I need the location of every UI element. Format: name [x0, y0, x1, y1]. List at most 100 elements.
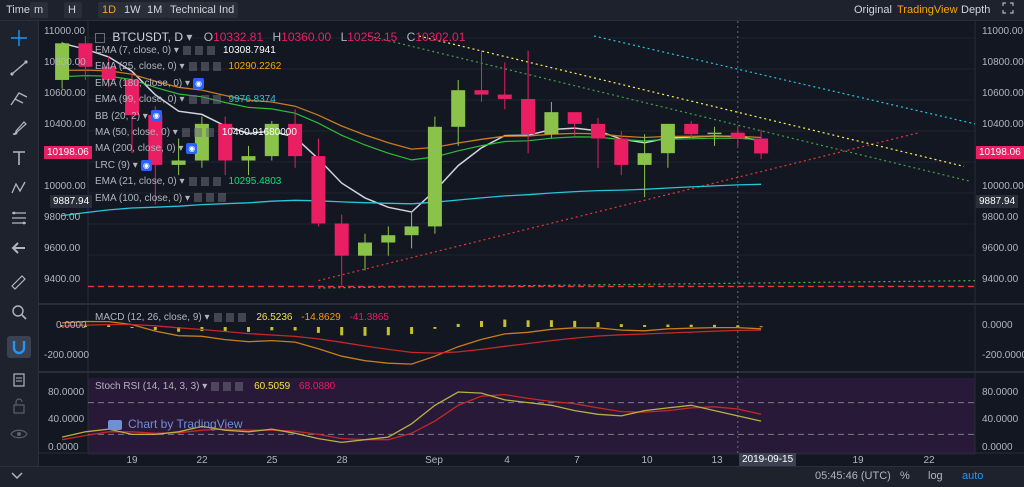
indicator-controls[interactable]	[194, 193, 229, 203]
indicator-name[interactable]: EMA (25, close, 0)	[95, 61, 177, 73]
indicator-name[interactable]: EMA (100, close, 0)	[95, 192, 183, 204]
zoom-in-icon[interactable]	[7, 301, 31, 323]
indicator-name[interactable]: BB (20, 2)	[95, 110, 141, 122]
indicator-controls[interactable]	[188, 95, 223, 105]
ruler-icon[interactable]	[7, 271, 31, 293]
indicator-dropdown-icon[interactable]: ▾	[176, 61, 185, 73]
indicator-dropdown-icon[interactable]: ▾	[182, 77, 191, 89]
indicator-dropdown-icon[interactable]: ▾	[170, 127, 178, 138]
indicator-legend-item: EMA (21, close, 0) ▾ 10295.4803	[95, 175, 281, 188]
indicator-dropdown-icon[interactable]: ▾	[182, 192, 191, 204]
legend-dropdown-icon[interactable]: ▾	[186, 30, 193, 44]
low-label: L	[340, 30, 348, 44]
brush-icon[interactable]	[7, 117, 31, 139]
text-tool-icon[interactable]	[7, 147, 31, 169]
macd-histogram-bar	[153, 327, 157, 331]
macd-dropdown-icon[interactable]: ▾	[204, 312, 210, 323]
stoch-rsi-name[interactable]: Stoch RSI (14, 14, 3, 3)	[95, 381, 200, 392]
interval-1d-button[interactable]: 1D	[98, 2, 121, 18]
high-label: H	[272, 30, 282, 44]
indicator-dropdown-icon[interactable]: ▾	[140, 110, 148, 122]
visibility-toggle-icon[interactable]: ◉	[150, 110, 162, 122]
macd-histogram-bar	[456, 323, 460, 327]
indicator-name[interactable]: EMA (7, close, 0)	[95, 45, 172, 56]
ema-price-badge-left: 9887.94	[50, 195, 93, 208]
indicator-controls[interactable]	[181, 127, 216, 137]
indicator-dropdown-icon[interactable]: ▾	[175, 143, 184, 155]
tradingview-watermark[interactable]: Chart by TradingView	[108, 417, 243, 431]
stoch-tick: 0.0000	[982, 442, 1013, 453]
indicator-dropdown-icon[interactable]: ▾	[176, 94, 185, 106]
candle-body	[637, 153, 652, 165]
pattern-icon[interactable]	[7, 177, 31, 199]
fib-retracement-icon[interactable]	[7, 207, 31, 229]
log-scale-button[interactable]: log	[928, 470, 943, 482]
view-original-button[interactable]: Original	[854, 4, 892, 16]
pitchfork-icon[interactable]	[7, 87, 31, 109]
time-label[interactable]: Time	[6, 4, 31, 16]
chart-canvas[interactable]	[39, 21, 1024, 466]
current-price-badge-left: 10198.06	[44, 146, 92, 159]
indicator-dropdown-icon[interactable]: ▾	[171, 45, 179, 56]
magnet-icon[interactable]	[7, 336, 31, 358]
stoch-dropdown-icon[interactable]: ▾	[202, 381, 208, 392]
interval-hours-dropdown[interactable]: H	[64, 2, 82, 18]
stoch-rsi-legend: Stoch RSI (14, 14, 3, 3) ▾ 60.5059 68.08…	[95, 380, 335, 393]
eye-icon[interactable]	[7, 423, 31, 445]
indicator-dropdown-icon[interactable]: ▾	[130, 159, 138, 171]
indicator-name[interactable]: EMA (21, close, 0)	[95, 176, 177, 188]
fullscreen-icon[interactable]	[998, 2, 1018, 18]
candle-body	[101, 66, 116, 80]
indicator-name[interactable]: LRC (9)	[95, 159, 131, 171]
macd-legend: MACD (12, 26, close, 9) ▾ 26.5236 -14.86…	[95, 311, 389, 324]
trend-line-icon[interactable]	[7, 57, 31, 79]
collapse-chevron-icon[interactable]	[10, 470, 24, 483]
indicator-legend-item: EMA (7, close, 0) ▾ 10308.7941	[95, 44, 276, 57]
stay-drawing-icon[interactable]	[7, 369, 31, 391]
price-tick-left: 9800.00	[44, 212, 81, 223]
time-tick-label: 10	[641, 455, 653, 466]
auto-scale-button[interactable]: auto	[962, 470, 984, 482]
lock-icon[interactable]	[7, 395, 31, 417]
back-arrow-icon[interactable]	[7, 237, 31, 259]
utc-clock[interactable]: 05:45:46 (UTC)	[815, 470, 891, 482]
view-depth-button[interactable]: Depth	[961, 4, 991, 16]
price-tick-left: 10800.00	[44, 57, 86, 68]
price-tick-left: 9600.00	[44, 243, 81, 254]
interval-1m-button[interactable]: 1M	[143, 2, 167, 18]
macd-controls[interactable]	[213, 312, 248, 322]
stoch-controls[interactable]	[211, 381, 246, 391]
macd-name[interactable]: MACD (12, 26, close, 9)	[95, 312, 202, 323]
chart-settings-icon[interactable]	[95, 32, 105, 43]
percent-scale-button[interactable]: %	[900, 470, 910, 482]
price-tick-left: 10000.00	[44, 181, 86, 192]
visibility-toggle-icon[interactable]: ◉	[186, 143, 198, 155]
candle-body	[55, 43, 70, 80]
interval-minutes-dropdown[interactable]: m	[30, 2, 48, 18]
interval-1w-button[interactable]: 1W	[120, 2, 145, 18]
stoch-k-value: 60.5059	[254, 381, 291, 392]
crosshair-icon[interactable]	[7, 27, 31, 49]
indicator-dropdown-icon[interactable]: ▾	[176, 176, 185, 188]
macd-histogram-bar	[666, 324, 670, 327]
time-tick-label: 4	[504, 455, 510, 466]
time-tick-label: 28	[336, 455, 348, 466]
bottom-bar: 05:45:46 (UTC) % log auto	[0, 466, 1024, 487]
visibility-toggle-icon[interactable]: ◉	[193, 77, 205, 89]
macd-histogram-bar	[689, 324, 693, 327]
indicator-controls[interactable]	[188, 177, 223, 187]
macd-histogram-bar	[340, 327, 344, 336]
visibility-toggle-icon[interactable]: ◉	[140, 159, 152, 171]
indicator-name[interactable]: MA (50, close, 0)	[95, 127, 171, 138]
indicator-name[interactable]: MA (200, close, 0)	[95, 143, 176, 155]
indicator-controls[interactable]	[182, 45, 217, 55]
price-tick-right: 11000.00	[982, 26, 1023, 37]
time-tick-label: 13	[711, 455, 723, 466]
indicator-controls[interactable]	[188, 62, 223, 72]
indicator-name[interactable]: EMA (180, close, 0)	[95, 77, 183, 89]
close-value: 10302.01	[415, 30, 466, 44]
view-tradingview-button[interactable]: TradingView	[897, 4, 958, 16]
indicator-name[interactable]: EMA (99, close, 0)	[95, 94, 177, 106]
candle-body	[381, 235, 396, 243]
technical-indicators-button[interactable]: Technical Ind	[166, 2, 239, 18]
